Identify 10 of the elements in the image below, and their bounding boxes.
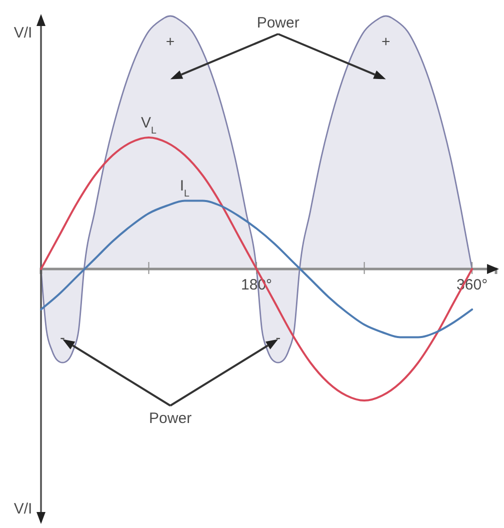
series-label: I$_{L}$	[180, 178, 190, 200]
annotation: +	[381, 34, 390, 51]
annotation: -	[60, 330, 66, 347]
text: Power	[149, 410, 192, 427]
annotation: -	[276, 330, 281, 347]
annotation: +	[166, 34, 175, 51]
y-axis-title: V/I	[14, 24, 32, 42]
annotation: Power	[256, 14, 300, 32]
series-label: V$_{L}$	[141, 114, 158, 136]
text: V/I	[14, 500, 32, 518]
